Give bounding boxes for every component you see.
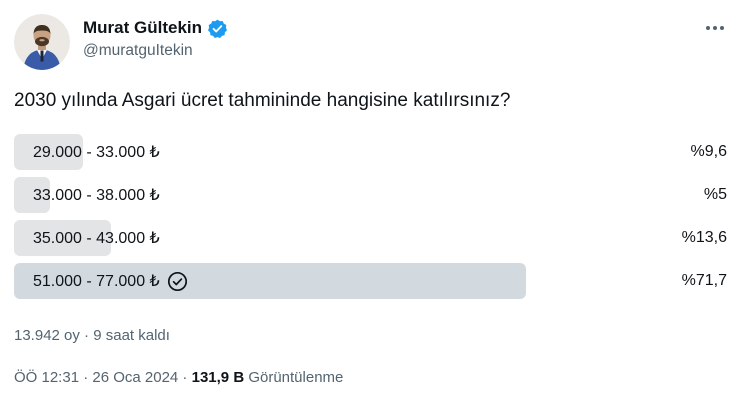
poll-bar [14, 263, 526, 299]
poll-option-3: 35.000 - 43.000 ₺ %13,6 [14, 220, 728, 256]
poll-bar [14, 177, 50, 213]
avatar-image [14, 14, 70, 70]
timestamp-text: ÖÖ 12:31 · 26 Oca 2024 · [14, 369, 192, 386]
tweet-header: Murat Gültekin @muratguItekin [14, 14, 728, 70]
more-button[interactable] [702, 22, 728, 34]
poll-option-label: 29.000 - 33.000 ₺ [33, 144, 160, 161]
poll-option-2: 33.000 - 38.000 ₺ %5 [14, 177, 728, 213]
poll-option-label: 35.000 - 43.000 ₺ [33, 230, 160, 247]
views-count: 131,9 B [191, 369, 245, 386]
poll-meta: 13.942 oy · 9 saat kaldı [14, 327, 170, 344]
poll-option-1: 29.000 - 33.000 ₺ %9,6 [14, 134, 728, 170]
poll-option-label: 51.000 - 77.000 ₺ [33, 263, 188, 299]
tweet-text: 2030 yılında Asgari ücret tahmininde han… [14, 90, 511, 111]
check-circle-icon [167, 271, 188, 292]
tweet: Murat Gültekin @muratguItekin 2030 yılın… [0, 14, 742, 388]
more-icon [706, 26, 710, 30]
avatar[interactable] [14, 14, 70, 70]
poll-option-percent: %5 [703, 186, 727, 203]
author-name[interactable]: Murat Gültekin [83, 18, 203, 37]
timestamp-row: ÖÖ 12:31 · 26 Oca 2024 · 131,9 B Görüntü… [14, 368, 728, 388]
poll-option-percent: %13,6 [681, 229, 727, 246]
poll-option-label: 33.000 - 38.000 ₺ [33, 187, 160, 204]
poll: 29.000 - 33.000 ₺ %9,6 33.000 - 38.000 ₺… [14, 134, 728, 299]
poll-bar [14, 134, 83, 170]
author-block: Murat Gültekin @muratguItekin [83, 14, 228, 61]
more-icon [713, 26, 717, 30]
poll-option-4-selected: 51.000 - 77.000 ₺ %71,7 [14, 263, 728, 299]
more-icon [720, 26, 724, 30]
poll-option-percent: %71,7 [681, 272, 727, 289]
views-label: Görüntülenme [244, 369, 344, 386]
poll-option-percent: %9,6 [690, 143, 727, 160]
poll-bar [14, 220, 112, 256]
author-handle[interactable]: @muratguItekin [83, 42, 193, 59]
verified-badge-icon [208, 19, 228, 38]
